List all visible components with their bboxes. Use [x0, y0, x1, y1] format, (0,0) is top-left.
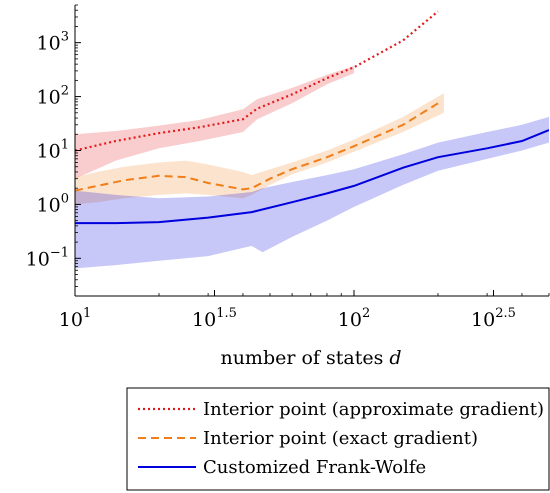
x-axis-label: number of states d: [220, 347, 401, 369]
x-tick-label: 101.5: [192, 306, 237, 331]
legend: Interior point (approximate gradient) Int…: [126, 387, 550, 491]
band-series-0: [75, 66, 354, 179]
line-series-2: [75, 129, 549, 225]
series-lines: [75, 10, 549, 225]
y-tick-label: 100: [37, 191, 69, 216]
line-series-0: [75, 10, 439, 152]
ticks: 10−1 100 101 102 103 101 101.5 102 102.5: [26, 4, 550, 331]
y-tick-label: 10−1: [26, 245, 69, 270]
legend-box: [126, 387, 550, 491]
confidence-bands: [75, 66, 549, 269]
legend-label-0: Interior point (approximate gradient): [203, 399, 544, 420]
legend-label-1: Interior point (exact gradient): [203, 428, 478, 449]
legend-label-2: Customized Frank-Wolfe: [203, 457, 426, 478]
x-tick-label: 101: [59, 306, 91, 331]
band-series-2: [75, 116, 549, 269]
line-series-1: [75, 102, 439, 192]
x-tick-label: 102.5: [471, 306, 516, 331]
y-tick-label: 101: [37, 138, 69, 163]
y-tick-label: 103: [37, 30, 69, 55]
x-tick-label: 102: [338, 306, 370, 331]
y-tick-label: 102: [37, 84, 69, 109]
